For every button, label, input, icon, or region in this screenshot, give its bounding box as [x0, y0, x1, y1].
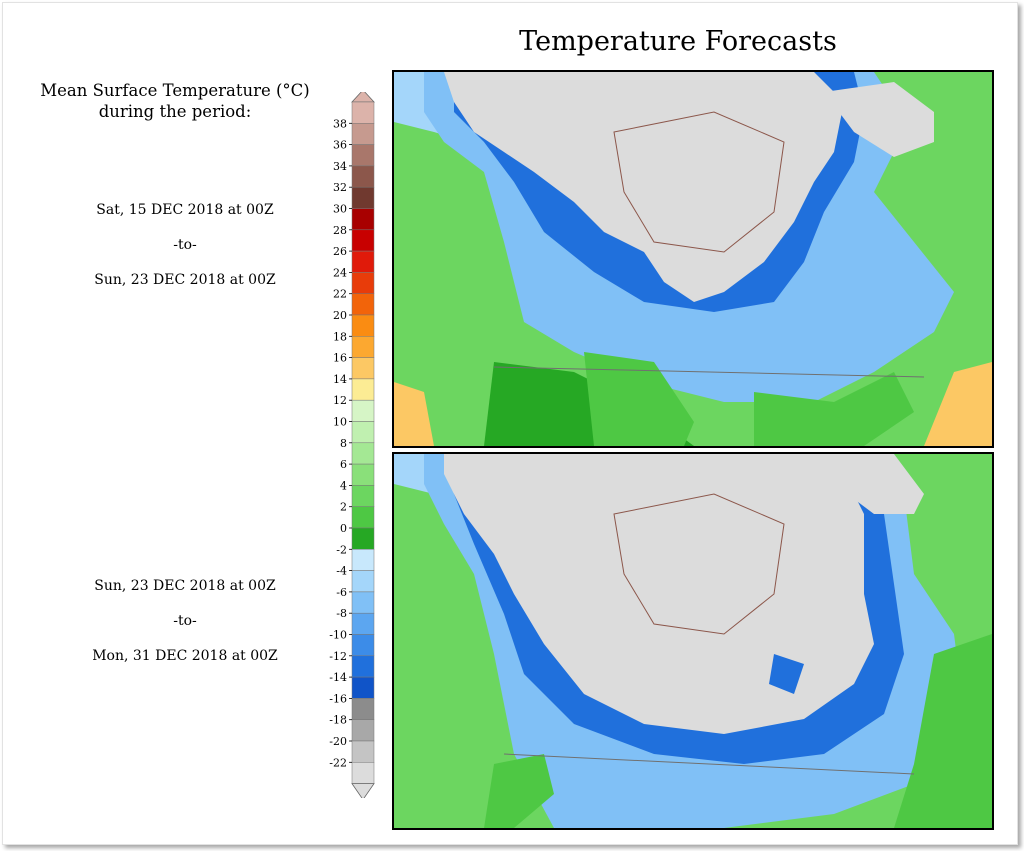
colorbar-swatch [351, 186, 375, 209]
colorbar-tick-label: -22 [329, 756, 347, 769]
period2-end: Mon, 31 DEC 2018 at 00Z [92, 648, 278, 664]
coastline-outline [613, 111, 785, 253]
colorbar-swatch [351, 229, 375, 252]
colorbar-tick-label: 4 [340, 479, 347, 492]
map-panel-top [392, 70, 994, 448]
colorbar-swatch [351, 208, 375, 231]
colorbar-tick-label: -4 [336, 565, 347, 578]
colorbar-swatch [351, 740, 375, 763]
colorbar-swatch [351, 399, 375, 422]
colorbar-swatch [351, 250, 375, 273]
colorbar-tick-label: 34 [333, 160, 347, 173]
colorbar-swatch [351, 101, 375, 124]
colorbar-top-cap [351, 92, 375, 103]
period1-end: Sun, 23 DEC 2018 at 00Z [94, 272, 276, 288]
colorbar-tick-label: 14 [333, 373, 347, 386]
colorbar-tick-label: -16 [329, 692, 347, 705]
colorbar-tick-label: -12 [329, 650, 347, 663]
colorbar-swatch [351, 123, 375, 145]
colorbar-tick-label: 30 [333, 203, 347, 216]
colorbar-swatch [351, 463, 375, 486]
colorbar-swatch [351, 336, 375, 358]
colorbar-swatch [351, 549, 375, 571]
period2-start: Sun, 23 DEC 2018 at 00Z [94, 578, 276, 594]
colorbar-tick-label: 12 [333, 394, 347, 407]
colorbar-tick-label: 32 [333, 181, 347, 194]
colorbar-swatch [351, 314, 375, 337]
colorbar-tick-label: -2 [336, 543, 347, 556]
colorbar-tick-label: 10 [333, 416, 347, 429]
figure-title: Temperature Forecasts [519, 26, 837, 57]
forecast-map-top [394, 72, 992, 446]
map-panel-bottom [392, 452, 994, 830]
atlantic-warm-zone [924, 362, 992, 446]
us-plains-green-zone [584, 352, 694, 446]
period1-start: Sat, 15 DEC 2018 at 00Z [96, 202, 274, 218]
us-west-green-zone [484, 754, 554, 828]
coastline-outline [613, 493, 785, 635]
colorbar-tick-label: 38 [333, 117, 347, 130]
colorbar-tick-label: 22 [333, 288, 347, 301]
colorbar-swatch [351, 655, 375, 678]
colorbar-swatch [351, 378, 375, 401]
colorbar-tick-label: 0 [340, 522, 347, 535]
colorbar-bottom-cap [351, 783, 375, 798]
pacific-zone [394, 162, 484, 446]
colorbar-tick-label: 8 [340, 437, 347, 450]
colorbar-swatch [351, 506, 375, 529]
arctic-gray-zone [444, 454, 874, 734]
colorbar-swatch [351, 485, 375, 507]
colorbar-tick-label: 36 [333, 139, 347, 152]
colorbar-swatch [351, 719, 375, 742]
hudson-bay-zone [769, 654, 804, 694]
colorbar-swatch [351, 272, 375, 294]
greenland-gray-zone [814, 454, 924, 514]
colorbar-tick-label: 2 [340, 501, 347, 514]
atlantic-green-zone [894, 634, 992, 828]
colorbar-tick-label: 16 [333, 352, 347, 365]
colorbar-tick-label: 20 [333, 309, 347, 322]
colorbar-swatch [351, 293, 375, 316]
period2-separator: -to- [173, 613, 197, 629]
colorbar-tick-label: 24 [333, 266, 347, 279]
colorbar-swatch [351, 527, 375, 550]
colorbar-swatch [351, 421, 375, 444]
greenland-gray-zone [824, 82, 934, 157]
forecast-map-bottom [394, 454, 992, 828]
legend-title-line1: Mean Surface Temperature (°C) [40, 81, 310, 100]
legend-title-line2: during the period: [98, 102, 252, 121]
colorbar-tick-label: -6 [336, 586, 347, 599]
colorbar-swatch [351, 676, 375, 699]
colorbar-tick-label: 18 [333, 330, 347, 343]
colorbar-swatch [351, 591, 375, 614]
colorbar-swatch [351, 570, 375, 593]
colorbar-tick-label: -8 [336, 607, 347, 620]
colorbar-swatch [351, 165, 375, 188]
arctic-gray-zone [444, 72, 844, 302]
colorbar-swatch [351, 612, 375, 635]
border-line [503, 753, 915, 775]
colorbar-swatch [351, 357, 375, 380]
colorbar-swatch [351, 762, 375, 784]
colorbar-tick-label: 26 [333, 245, 347, 258]
colorbar-tick-label: -18 [329, 714, 347, 727]
colorbar-swatch [351, 144, 375, 167]
colorbar-swatch [351, 442, 375, 465]
colorbar-tick-label: -10 [329, 629, 347, 642]
us-east-green-zone [754, 372, 914, 446]
colorbar-swatch [351, 634, 375, 657]
period1-separator: -to- [173, 237, 197, 253]
temperature-colorbar: 38363432302826242220181614121086420-2-4-… [329, 92, 375, 798]
legend-title: Mean Surface Temperature (°C) during the… [20, 80, 330, 122]
colorbar-tick-label: 6 [340, 458, 347, 471]
colorbar-tick-label: 28 [333, 224, 347, 237]
pacific-warm-zone [394, 382, 434, 446]
pacific-zone [394, 534, 494, 828]
colorbar-tick-label: -20 [329, 735, 347, 748]
colorbar-tick-label: -14 [329, 671, 347, 684]
border-line [493, 366, 925, 378]
colorbar-swatch [351, 698, 375, 720]
